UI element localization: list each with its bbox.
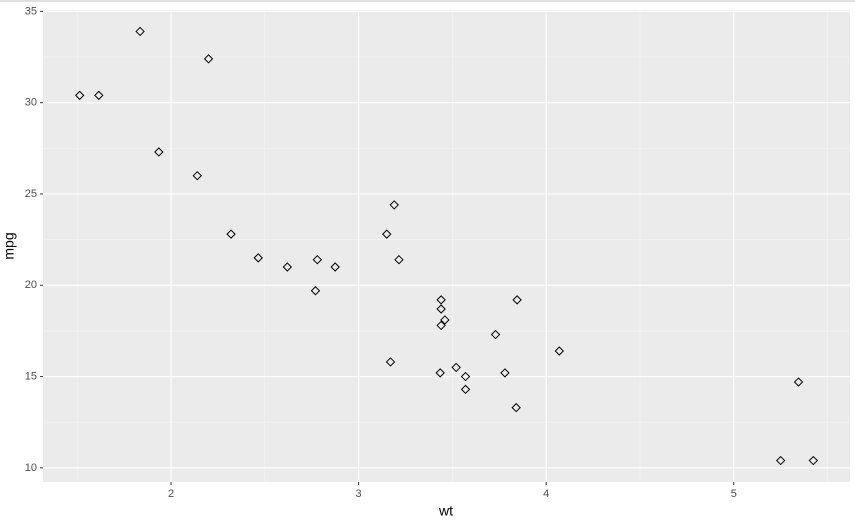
point — [135, 26, 145, 37]
point — [500, 368, 510, 378]
point — [282, 262, 293, 272]
point — [382, 229, 392, 239]
point — [436, 295, 446, 305]
point — [436, 304, 446, 314]
point — [793, 377, 804, 387]
panel — [43, 10, 850, 482]
point — [436, 320, 446, 331]
point — [460, 371, 471, 382]
point — [511, 402, 521, 413]
top-border — [0, 0, 855, 2]
y-tick-label: 15 — [25, 370, 37, 382]
y-tick-label: 20 — [25, 279, 37, 291]
point — [253, 253, 263, 263]
point — [512, 295, 522, 305]
point — [389, 200, 399, 210]
x-tick-label: 3 — [356, 488, 362, 500]
point — [554, 346, 565, 356]
y-tick-label: 30 — [25, 97, 37, 109]
point — [312, 254, 323, 265]
point — [192, 170, 202, 181]
point — [310, 286, 321, 296]
y-axis-label: mpg — [1, 232, 17, 259]
point — [94, 90, 104, 101]
point — [440, 315, 450, 325]
point — [460, 384, 471, 395]
x-tick-label: 5 — [731, 488, 737, 500]
x-tick-label: 4 — [543, 488, 549, 500]
point — [490, 329, 501, 340]
y-tick-label: 25 — [25, 188, 37, 200]
point — [385, 357, 396, 367]
x-tick-label: 2 — [168, 488, 174, 500]
point — [394, 254, 404, 265]
point — [435, 368, 445, 378]
x-axis-label: wt — [438, 503, 453, 519]
point — [203, 54, 214, 64]
point — [451, 362, 461, 373]
point — [775, 455, 786, 466]
point — [74, 90, 85, 101]
point — [808, 455, 819, 466]
point — [330, 262, 340, 272]
y-tick-label: 10 — [25, 462, 37, 474]
y-tick-label: 35 — [25, 5, 37, 17]
point — [154, 147, 164, 157]
point — [226, 229, 236, 239]
